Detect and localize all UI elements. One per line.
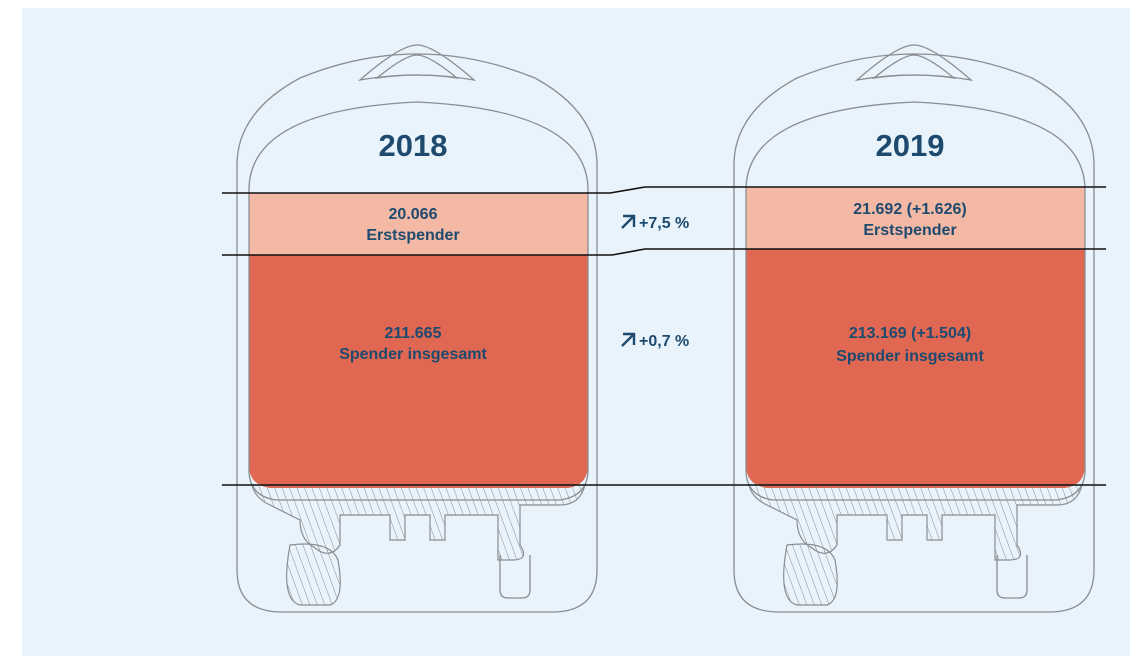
total-donor-label: Spender insgesamt [339,346,487,363]
total-donor-value: 213.169 (+1.504) [849,325,971,342]
total-donor-band [249,255,588,488]
first-donor-label: Erstspender [366,227,459,244]
first-donor-band [249,193,588,255]
infographic: 2018 2019 20.066 Erstspender 211.665 Spe… [0,0,1147,659]
total-donor-band [746,249,1085,488]
first-donor-value: 21.692 (+1.626) [853,201,966,218]
first-donor-value: 20.066 [389,206,438,223]
year: 2019 [876,128,945,163]
total-donor-value: 211.665 [385,325,442,342]
first-donor-label: Erstspender [863,222,956,239]
page: {"bags": [ {"year": "2018", "first": {"v… [0,0,1147,659]
first-donor-band [746,187,1085,249]
total-donor-label: Spender insgesamt [836,348,984,365]
change-total: +0,7 % [639,333,689,350]
year: 2018 [379,128,448,163]
change-first: +7,5 % [639,215,689,232]
